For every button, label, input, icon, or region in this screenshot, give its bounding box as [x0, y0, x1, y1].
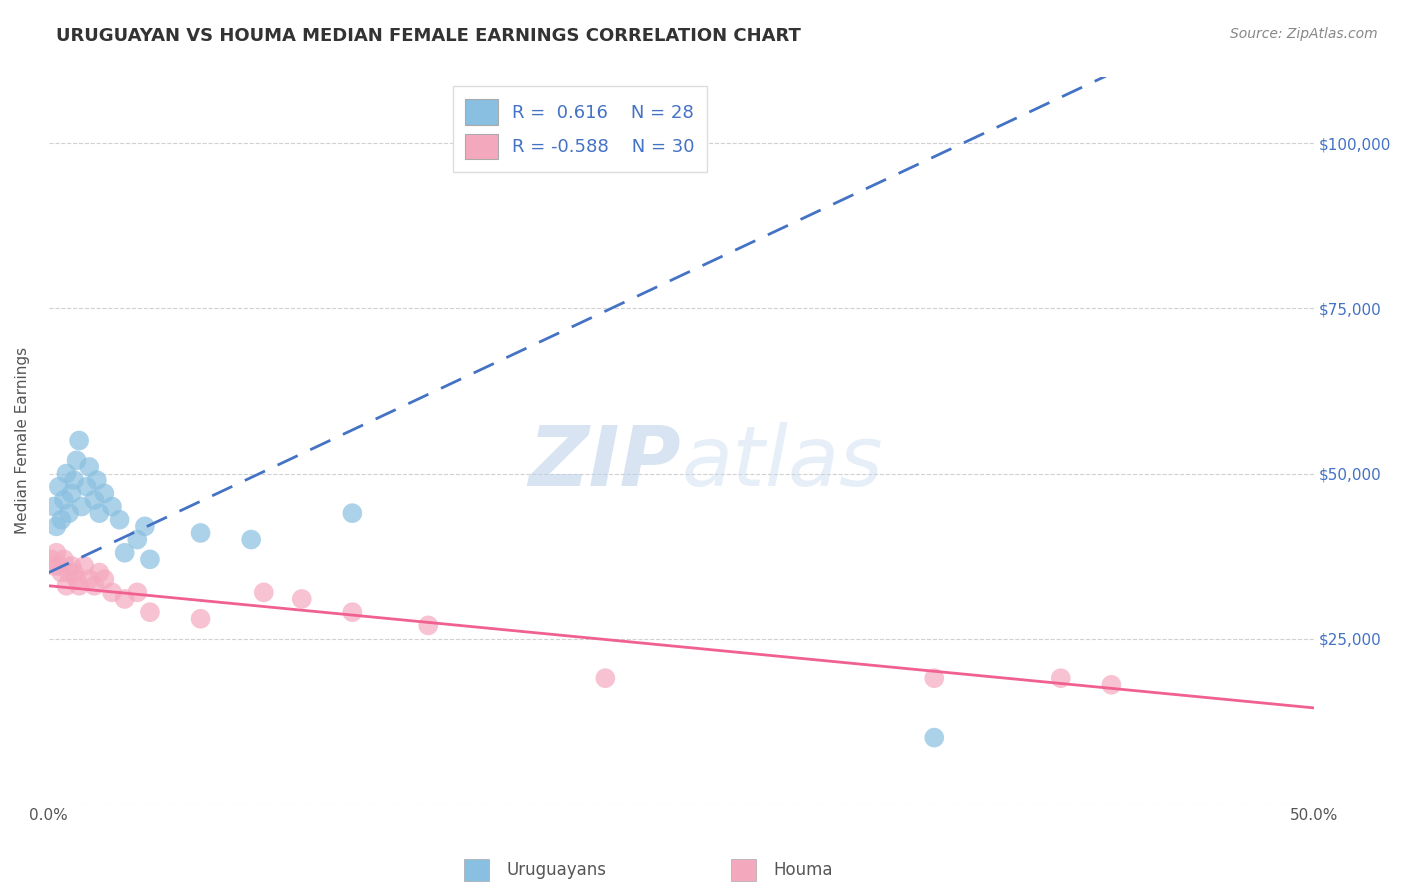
Point: [70, 500, 93, 514]
Point: [101, 500, 124, 514]
Point: [1099, 678, 1122, 692]
Text: Uruguayans: Uruguayans: [506, 861, 606, 879]
Point: [45, 519, 67, 533]
Point: [240, 533, 263, 547]
Point: [63, 473, 86, 487]
Y-axis label: Median Female Earnings: Median Female Earnings: [15, 347, 30, 534]
Point: [39, 552, 62, 566]
Point: [922, 671, 945, 685]
Text: ZIP: ZIP: [529, 422, 682, 503]
Point: [922, 731, 945, 745]
Point: [127, 585, 149, 599]
Point: [58, 566, 80, 580]
Point: [55, 579, 77, 593]
Point: [139, 605, 162, 619]
Point: [89, 506, 111, 520]
Point: [77, 459, 100, 474]
Point: [42, 558, 65, 573]
Point: [108, 513, 131, 527]
Point: [76, 480, 98, 494]
Point: [45, 546, 67, 560]
Point: [127, 533, 149, 547]
Point: [51, 566, 73, 580]
Point: [114, 546, 136, 560]
Point: [48, 480, 70, 494]
Point: [595, 671, 617, 685]
Point: [58, 506, 80, 520]
Point: [51, 513, 73, 527]
Point: [65, 572, 87, 586]
Point: [342, 506, 364, 520]
Point: [48, 558, 70, 573]
Point: [55, 467, 77, 481]
Point: [60, 558, 83, 573]
Text: Houma: Houma: [773, 861, 832, 879]
Point: [60, 486, 83, 500]
Point: [1049, 671, 1071, 685]
Text: URUGUAYAN VS HOUMA MEDIAN FEMALE EARNINGS CORRELATION CHART: URUGUAYAN VS HOUMA MEDIAN FEMALE EARNING…: [56, 27, 801, 45]
Point: [89, 566, 111, 580]
Point: [253, 585, 276, 599]
Point: [83, 492, 105, 507]
Point: [291, 591, 314, 606]
Point: [65, 453, 87, 467]
Point: [418, 618, 440, 632]
Legend: R =  0.616    N = 28, R = -0.588    N = 30: R = 0.616 N = 28, R = -0.588 N = 30: [453, 87, 707, 172]
Point: [342, 605, 364, 619]
Point: [42, 500, 65, 514]
Point: [67, 579, 90, 593]
Text: atlas: atlas: [682, 422, 883, 503]
Point: [63, 566, 86, 580]
Point: [83, 579, 105, 593]
Point: [134, 519, 156, 533]
Point: [139, 552, 162, 566]
Point: [77, 572, 100, 586]
Point: [52, 492, 75, 507]
Point: [67, 434, 90, 448]
Point: [86, 473, 108, 487]
Point: [93, 572, 115, 586]
Point: [101, 585, 124, 599]
Point: [190, 525, 212, 540]
Point: [52, 552, 75, 566]
Point: [190, 612, 212, 626]
Text: Source: ZipAtlas.com: Source: ZipAtlas.com: [1230, 27, 1378, 41]
Point: [114, 591, 136, 606]
Point: [73, 558, 96, 573]
Point: [93, 486, 115, 500]
